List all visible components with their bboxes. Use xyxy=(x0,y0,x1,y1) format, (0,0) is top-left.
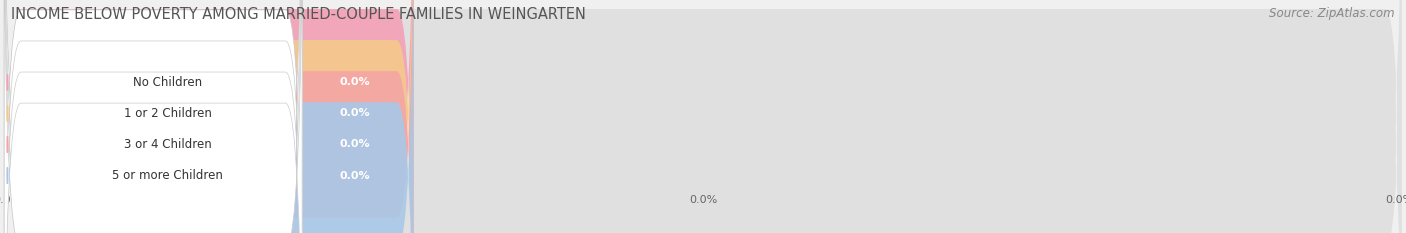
Text: 1 or 2 Children: 1 or 2 Children xyxy=(124,107,212,120)
FancyBboxPatch shape xyxy=(4,0,1402,233)
FancyBboxPatch shape xyxy=(4,0,1402,233)
FancyBboxPatch shape xyxy=(4,0,413,233)
FancyBboxPatch shape xyxy=(4,0,302,233)
FancyBboxPatch shape xyxy=(4,0,413,233)
Text: 0.0%: 0.0% xyxy=(340,108,370,118)
FancyBboxPatch shape xyxy=(4,0,1402,233)
Text: Source: ZipAtlas.com: Source: ZipAtlas.com xyxy=(1270,7,1395,20)
Text: 0.0%: 0.0% xyxy=(340,77,370,87)
FancyBboxPatch shape xyxy=(4,0,302,233)
Text: INCOME BELOW POVERTY AMONG MARRIED-COUPLE FAMILIES IN WEINGARTEN: INCOME BELOW POVERTY AMONG MARRIED-COUPL… xyxy=(11,7,586,22)
FancyBboxPatch shape xyxy=(4,0,413,233)
FancyBboxPatch shape xyxy=(4,0,1402,233)
FancyBboxPatch shape xyxy=(4,0,302,233)
Text: No Children: No Children xyxy=(134,76,202,89)
Text: 0.0%: 0.0% xyxy=(340,140,370,149)
Text: 0.0%: 0.0% xyxy=(340,171,370,181)
Text: 3 or 4 Children: 3 or 4 Children xyxy=(124,138,212,151)
FancyBboxPatch shape xyxy=(4,0,302,233)
Text: 5 or more Children: 5 or more Children xyxy=(112,169,224,182)
FancyBboxPatch shape xyxy=(4,0,413,233)
